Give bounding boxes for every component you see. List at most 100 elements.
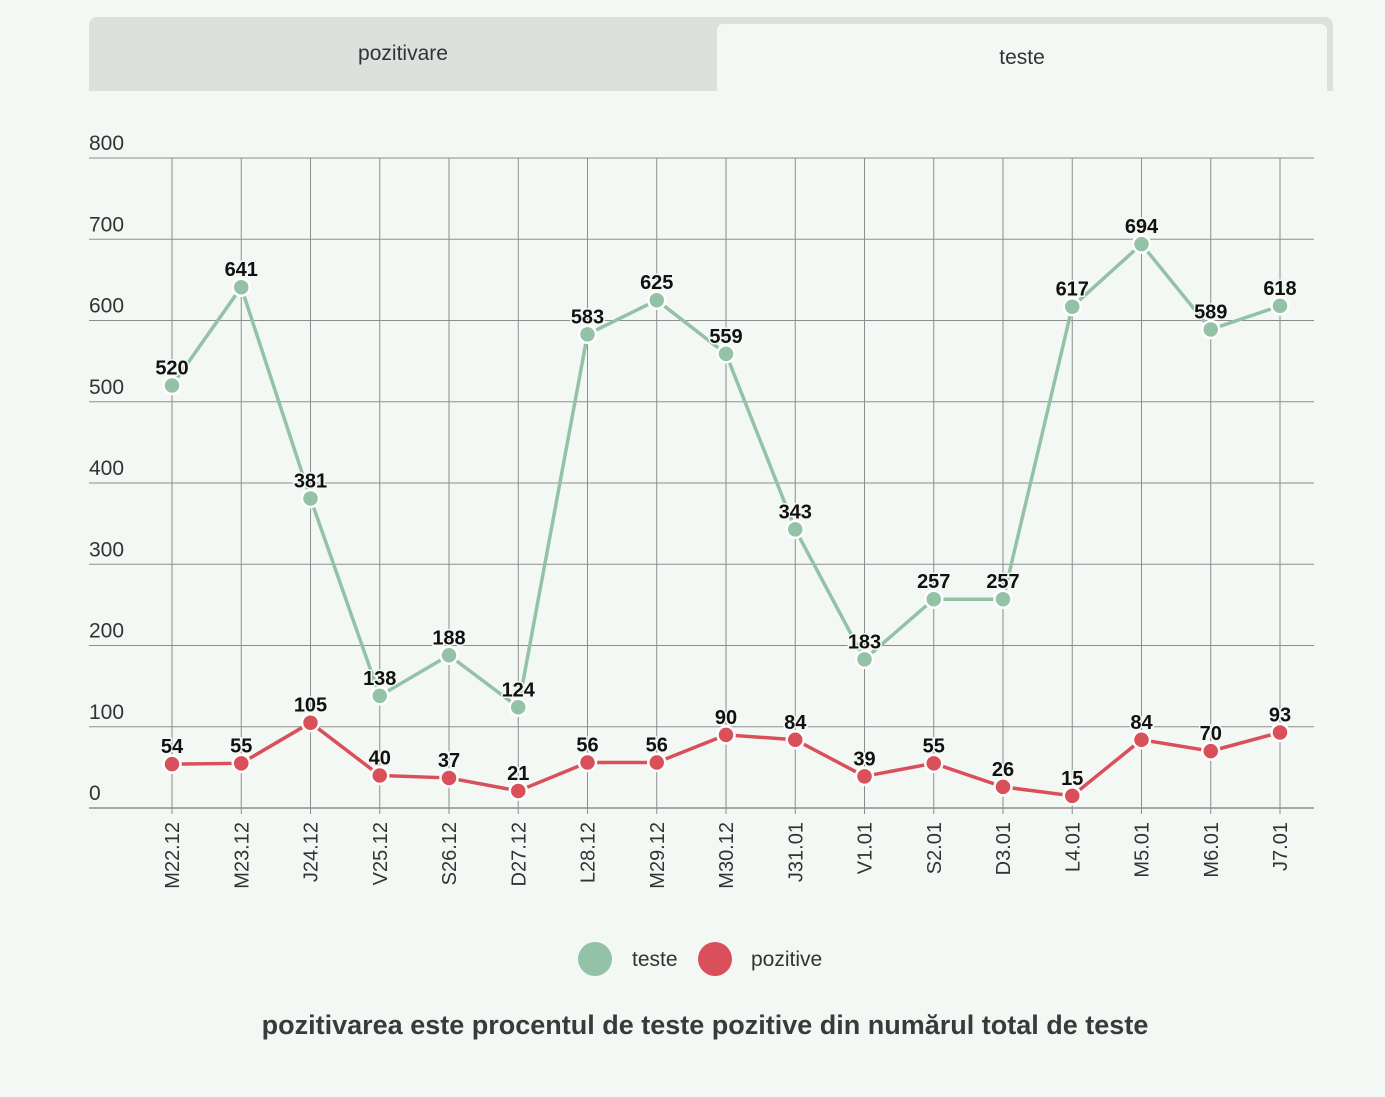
data-point-teste (647, 290, 667, 310)
x-tick-label: M23.12 (231, 822, 253, 889)
data-point-teste (508, 697, 528, 717)
data-point-pozitive (993, 777, 1013, 797)
x-tick-label: L28.12 (578, 822, 600, 883)
data-label-pozitive: 21 (507, 763, 529, 785)
data-point-pozitive (162, 754, 182, 774)
data-label-teste: 618 (1263, 278, 1296, 300)
data-point-pozitive (1062, 786, 1082, 806)
data-point-pozitive (231, 753, 251, 774)
y-tick-label: 200 (89, 620, 124, 643)
data-point-teste (854, 649, 875, 670)
data-label-pozitive: 15 (1061, 768, 1083, 790)
x-tick-label: M30.12 (716, 822, 738, 889)
data-label-teste: 520 (155, 358, 188, 380)
data-point-pozitive (577, 752, 598, 773)
y-tick-label: 600 (89, 295, 124, 318)
data-label-pozitive: 55 (923, 735, 945, 757)
data-label-teste: 559 (709, 326, 742, 348)
data-label-teste: 589 (1194, 301, 1227, 323)
data-label-teste: 257 (986, 571, 1019, 593)
data-label-teste: 641 (225, 259, 258, 281)
y-axis: 0 100 200 300 400 500 600 700 800 (89, 132, 124, 805)
data-point-pozitive (439, 768, 459, 788)
data-point-pozitive (785, 730, 805, 750)
data-point-pozitive (647, 752, 667, 773)
y-tick-label: 300 (89, 538, 124, 561)
data-point-teste (577, 324, 598, 345)
x-tick-label: V25.12 (370, 822, 392, 885)
x-tick-label: M6.01 (1201, 822, 1223, 878)
data-point-pozitive (1201, 741, 1221, 761)
data-point-pozitive (854, 766, 875, 787)
data-point-teste (1131, 234, 1152, 254)
y-tick-label: 100 (89, 701, 124, 724)
data-point-teste (370, 686, 390, 706)
data-label-teste: 381 (294, 470, 327, 492)
data-label-pozitive: 56 (646, 735, 668, 757)
data-point-teste (716, 344, 736, 364)
data-label-teste: 343 (779, 501, 812, 523)
data-label-pozitive: 93 (1269, 704, 1291, 726)
data-label-pozitive: 90 (715, 707, 737, 729)
data-label-pozitive: 84 (784, 712, 807, 734)
data-label-pozitive: 37 (438, 750, 460, 772)
chart-legend: teste pozitive (0, 942, 1385, 978)
chart-footnote: pozitivarea este procentul de teste pozi… (261, 1010, 1149, 1040)
tab-pozitivare[interactable]: pozitivare (358, 42, 448, 65)
data-label-pozitive: 84 (1130, 712, 1153, 734)
data-point-teste (993, 589, 1013, 609)
data-label-pozitive: 70 (1200, 723, 1222, 745)
data-label-pozitive: 39 (853, 748, 875, 770)
data-point-pozitive (924, 753, 944, 774)
y-tick-label: 800 (89, 132, 124, 155)
x-tick-label: V1.01 (855, 822, 877, 874)
y-tick-label: 400 (89, 457, 124, 480)
data-point-pozitive (1131, 730, 1152, 750)
x-tick-label: S2.01 (924, 822, 946, 874)
data-label-pozitive: 54 (161, 736, 184, 758)
legend-marker-pozitive (698, 942, 732, 976)
data-label-teste: 694 (1125, 216, 1159, 238)
y-tick-label: 700 (89, 213, 124, 236)
x-tick-label: M22.12 (162, 822, 184, 889)
y-tick-label: 0 (89, 782, 101, 805)
legend-label-pozitive: pozitive (751, 948, 823, 971)
legend-label-teste: teste (632, 948, 678, 971)
data-label-teste: 138 (363, 668, 396, 690)
x-tick-label: J24.12 (301, 822, 323, 882)
data-label-teste: 124 (502, 679, 536, 701)
data-point-pozitive (1270, 722, 1290, 743)
tab-teste[interactable]: teste (717, 24, 1327, 91)
legend-marker-teste (578, 942, 612, 976)
x-tick-label: M29.12 (647, 822, 669, 889)
x-tick-label: D3.01 (993, 822, 1015, 875)
data-label-teste: 257 (917, 571, 950, 593)
data-label-teste: 625 (640, 272, 673, 294)
x-axis: M22.12 M23.12 J24.12 V25.12 S26.12 D27.12 L28.… (162, 822, 1292, 889)
data-label-teste: 183 (848, 631, 881, 653)
data-point-teste (785, 519, 805, 540)
data-label-teste: 617 (1056, 279, 1089, 301)
chart-series: 520 641 381 138 188 124 583 625 559 343 183 257 257 6… (154, 215, 1298, 806)
chart-grid (89, 157, 1314, 814)
data-label-pozitive: 105 (294, 695, 327, 717)
data-point-teste (162, 375, 182, 396)
data-point-pozitive (508, 781, 528, 801)
data-point-pozitive (300, 712, 321, 733)
data-label-pozitive: 26 (992, 759, 1014, 781)
data-point-teste (439, 645, 459, 665)
x-tick-label: J7.01 (1270, 822, 1292, 871)
data-point-teste (1201, 319, 1221, 340)
data-label-teste: 583 (571, 306, 604, 328)
x-tick-label: M5.01 (1132, 822, 1154, 878)
tab-bar: pozitivare teste (89, 17, 1333, 91)
x-tick-label: D27.12 (508, 822, 530, 887)
data-point-teste (924, 589, 944, 609)
line-chart: 0 100 200 300 400 500 600 700 800 M22.12 M23.12 J2… (89, 132, 1314, 889)
x-tick-label: L4.01 (1062, 822, 1084, 872)
data-point-teste (1270, 296, 1290, 316)
y-tick-label: 500 (89, 376, 124, 399)
data-label-teste: 188 (432, 627, 465, 649)
data-label-pozitive: 55 (230, 735, 252, 757)
data-point-pozitive (716, 725, 736, 745)
